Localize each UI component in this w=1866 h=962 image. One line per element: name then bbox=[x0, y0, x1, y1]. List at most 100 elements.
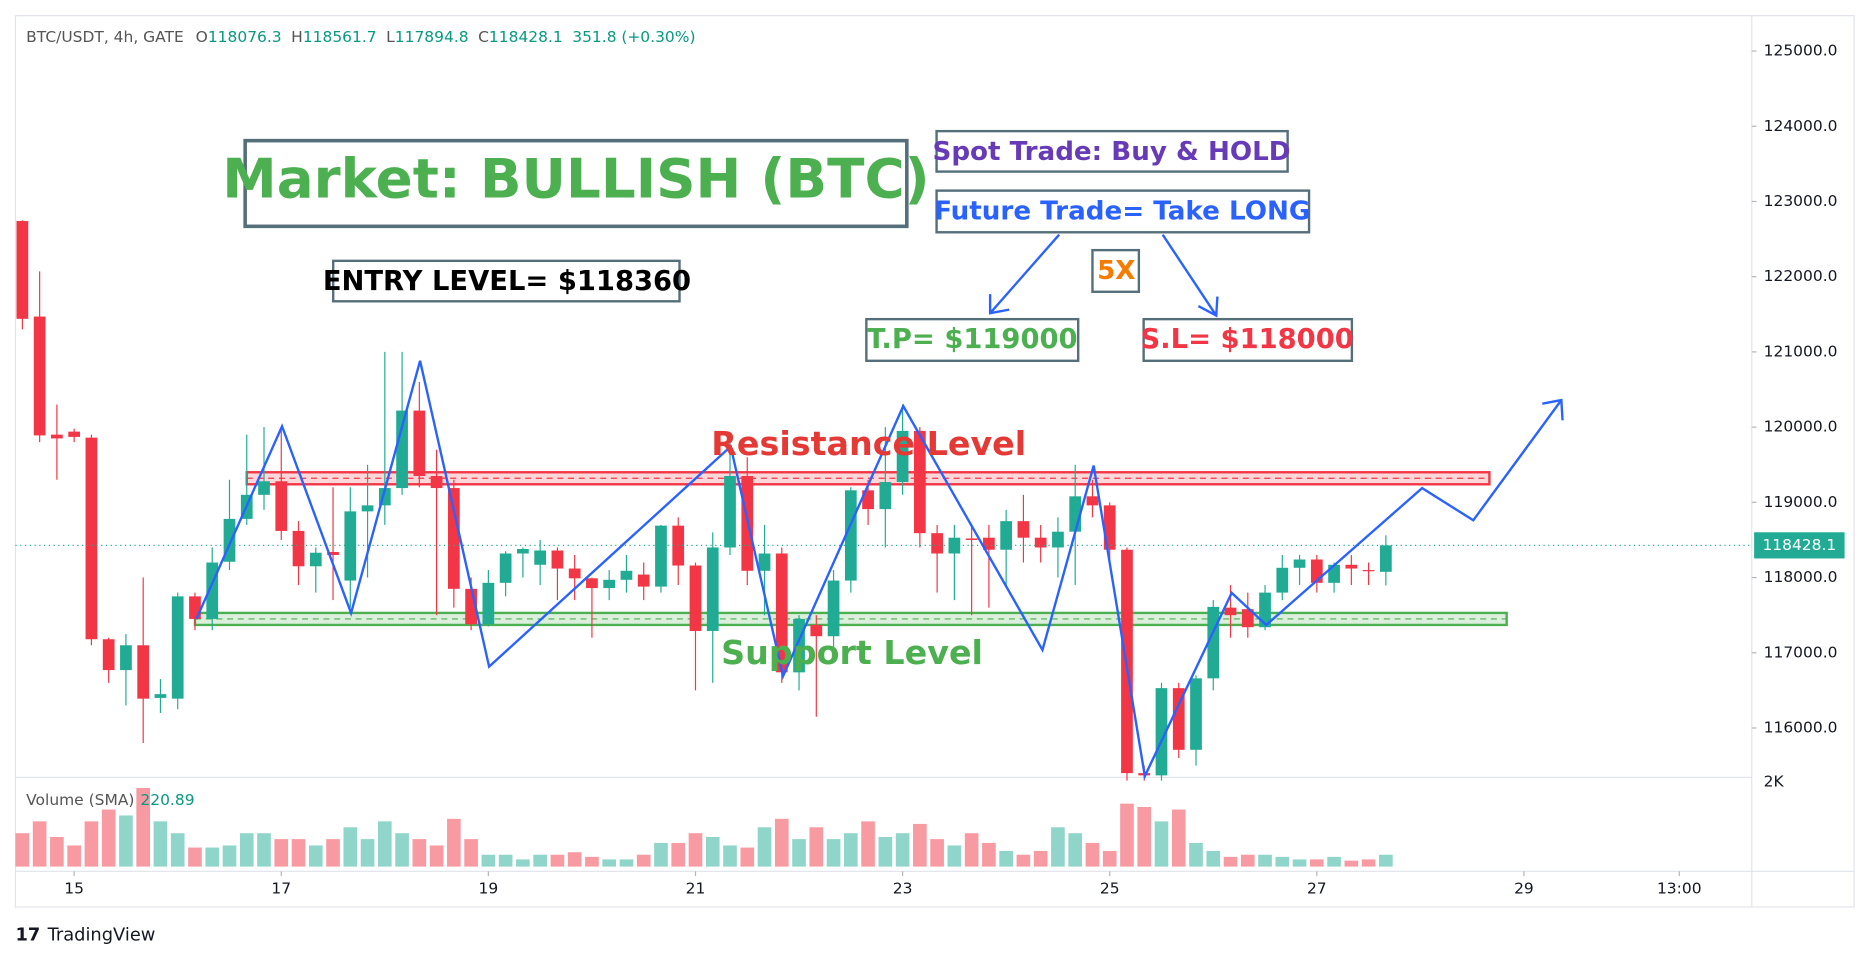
ohlc-value: 118561.7 bbox=[303, 28, 377, 46]
candle-body bbox=[1276, 567, 1289, 593]
volume-bar bbox=[274, 839, 289, 867]
volume-bar bbox=[67, 845, 81, 867]
candle-body bbox=[1362, 570, 1375, 572]
y-tick-label: 122000.0 bbox=[1764, 267, 1838, 285]
y-tick-label: 123000.0 bbox=[1764, 192, 1838, 210]
candle-body bbox=[1224, 607, 1237, 616]
candle-body bbox=[862, 490, 874, 510]
logo-mark: 𝟭𝟳 bbox=[15, 925, 40, 946]
candle-body bbox=[620, 570, 633, 580]
volume-bar bbox=[792, 839, 806, 867]
arrow-head bbox=[1197, 296, 1219, 318]
volume-bar bbox=[1258, 854, 1272, 867]
volume-bar bbox=[1189, 842, 1203, 867]
candle-body bbox=[1086, 496, 1099, 506]
x-tick-label: 29 bbox=[1514, 880, 1534, 898]
candle-body bbox=[68, 431, 81, 437]
x-tick-label: 17 bbox=[271, 880, 291, 898]
candle-body bbox=[378, 488, 391, 506]
last-price-box bbox=[1754, 532, 1845, 559]
frame bbox=[14, 15, 1855, 908]
volume-bar bbox=[498, 854, 513, 867]
volume-bar bbox=[1206, 850, 1221, 867]
y-tick-label: 121000.0 bbox=[1764, 342, 1838, 360]
candle-body bbox=[1310, 559, 1323, 583]
volume-bar bbox=[153, 821, 168, 867]
candle-body bbox=[637, 574, 650, 587]
annotation-text: Resistance Level bbox=[711, 424, 1026, 463]
arrow-head bbox=[1542, 398, 1564, 421]
candle-body bbox=[896, 430, 909, 483]
candle-body bbox=[534, 550, 547, 565]
volume-bar bbox=[1344, 860, 1359, 867]
volume-bar bbox=[913, 823, 927, 867]
last-price-label: 118428.1 bbox=[1762, 536, 1836, 554]
header: BTC/USDT, 4h, GATE O118076.3 H118561.7 L117… bbox=[26, 28, 695, 46]
volume-bar bbox=[395, 833, 409, 867]
volume-bar bbox=[15, 833, 30, 867]
volume-bar bbox=[1275, 856, 1290, 867]
volume-bar bbox=[343, 827, 358, 867]
candle-body bbox=[568, 568, 581, 579]
candle-body bbox=[879, 482, 892, 510]
volume-bar bbox=[377, 821, 392, 867]
candle-body bbox=[1379, 545, 1392, 572]
candle-body bbox=[913, 430, 926, 534]
candle-body bbox=[551, 550, 564, 569]
ohlc-value: 118428.1 bbox=[489, 28, 563, 46]
candle-body bbox=[965, 538, 978, 540]
candle-body bbox=[137, 645, 150, 699]
candle-body bbox=[1052, 531, 1064, 548]
candle-body bbox=[1207, 606, 1220, 679]
volume-bar bbox=[964, 833, 979, 867]
candle-body bbox=[223, 518, 236, 562]
candle-body bbox=[1034, 537, 1047, 548]
volume-bar bbox=[723, 845, 737, 867]
candle-body bbox=[517, 548, 529, 554]
candle-body bbox=[258, 481, 270, 495]
volume-bar bbox=[774, 818, 789, 867]
volume-bar bbox=[1033, 850, 1048, 867]
volume-bar bbox=[1310, 859, 1324, 867]
y-tick-label: 125000.0 bbox=[1764, 42, 1838, 60]
annotation-box bbox=[1091, 248, 1141, 293]
candle-body bbox=[1000, 521, 1013, 550]
y-tick-label: 116000.0 bbox=[1764, 718, 1838, 736]
volume-bar bbox=[809, 827, 824, 867]
volume-bar bbox=[360, 839, 375, 867]
candle-body bbox=[154, 694, 167, 698]
annotation-box bbox=[1142, 317, 1354, 362]
volume-bar bbox=[740, 847, 755, 867]
volume-bar bbox=[136, 787, 151, 867]
volume-bar bbox=[1085, 842, 1100, 867]
candle-body bbox=[1241, 609, 1254, 628]
volume-bar bbox=[1240, 854, 1255, 867]
volume-bar bbox=[947, 845, 962, 867]
volume-bar bbox=[101, 809, 116, 867]
volume-bar bbox=[895, 833, 910, 867]
candle-body bbox=[430, 476, 443, 489]
change: 351.8 bbox=[572, 28, 616, 46]
annotation-text: 5X bbox=[1097, 256, 1135, 286]
change-pct: (+0.30%) bbox=[621, 28, 695, 46]
candle-body bbox=[361, 505, 374, 512]
candle-body bbox=[51, 434, 63, 439]
symbol: BTC/USDT, 4h, GATE bbox=[26, 28, 184, 46]
volume-bar bbox=[32, 821, 47, 867]
candle-body bbox=[16, 221, 29, 319]
annotation-text: Spot Trade: Buy & HOLD bbox=[932, 137, 1290, 167]
volume-bar bbox=[205, 847, 220, 867]
candle-body bbox=[586, 578, 598, 589]
volume-bar bbox=[222, 845, 237, 867]
candle-body bbox=[206, 562, 219, 619]
volume-bar bbox=[447, 818, 461, 867]
x-tick-label: 25 bbox=[1100, 880, 1120, 898]
volume-bar bbox=[1102, 850, 1117, 867]
volume-bar bbox=[188, 847, 202, 867]
volume-sma: 220.89 bbox=[140, 790, 194, 808]
volume-bar bbox=[464, 839, 478, 867]
volume-bar bbox=[308, 845, 323, 867]
volume-bar bbox=[84, 821, 99, 867]
annotation-box bbox=[243, 138, 909, 229]
